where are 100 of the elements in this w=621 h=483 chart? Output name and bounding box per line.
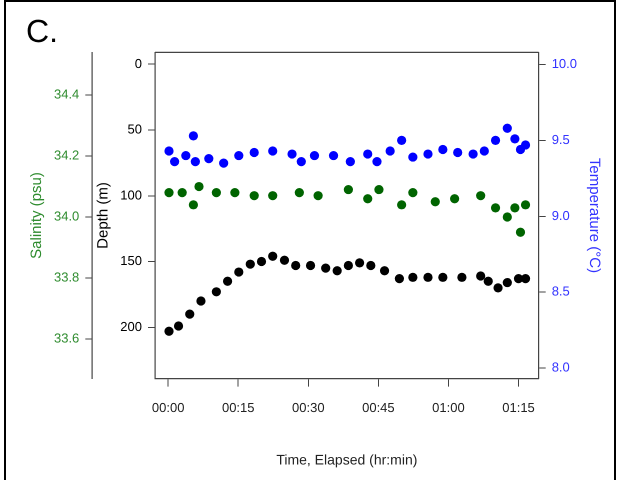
point — [355, 258, 364, 268]
point — [178, 188, 187, 198]
y2-tick-label: 10.0 — [552, 56, 578, 72]
point — [520, 200, 530, 210]
point — [294, 188, 304, 198]
point — [164, 326, 174, 336]
point — [212, 287, 221, 296]
y-tick-label: 0 — [134, 56, 142, 71]
point — [230, 188, 240, 198]
point — [468, 149, 478, 159]
point — [164, 146, 174, 156]
x-tick-label: 01:00 — [432, 400, 465, 415]
point — [502, 278, 512, 288]
y3-tick-label: 33.8 — [54, 270, 80, 285]
point — [190, 157, 200, 166]
point — [332, 266, 342, 276]
point — [256, 256, 266, 266]
point — [480, 146, 489, 156]
point — [306, 260, 316, 270]
point — [250, 191, 259, 200]
point — [438, 144, 448, 154]
point — [380, 266, 390, 276]
point — [510, 134, 520, 144]
point — [490, 136, 500, 145]
y-axis-title: Depth (m) — [94, 182, 112, 249]
point — [490, 203, 500, 212]
point — [450, 194, 460, 204]
point — [430, 197, 440, 206]
y-tick-label: 200 — [120, 318, 142, 334]
point — [386, 146, 395, 156]
x-tick-label: 00:00 — [152, 400, 184, 415]
point — [287, 149, 297, 159]
point — [181, 150, 190, 160]
y3-axis-title: Salinity (psu) — [28, 172, 46, 259]
y2-tick-label: 8.0 — [552, 360, 570, 375]
point — [493, 283, 503, 292]
y2-tick-label: 9.0 — [552, 208, 570, 223]
point — [196, 296, 206, 306]
y3-tick-label: 34.2 — [54, 148, 80, 163]
point — [194, 182, 204, 192]
point — [346, 157, 355, 166]
point — [363, 149, 372, 159]
y-tick-label: 50 — [128, 122, 142, 137]
point — [438, 272, 448, 282]
point — [408, 188, 418, 198]
y-tick-label: 100 — [120, 187, 142, 202]
point — [174, 321, 184, 331]
point — [314, 191, 323, 200]
point — [291, 260, 300, 270]
point — [170, 157, 180, 166]
point — [502, 124, 512, 133]
y2-axis-title: Temperature (°C) — [586, 158, 603, 274]
point — [296, 157, 306, 166]
point — [344, 184, 353, 194]
point — [372, 157, 382, 166]
point — [268, 191, 278, 200]
point — [234, 150, 244, 160]
point — [520, 140, 530, 150]
point — [510, 203, 520, 212]
x-tick-label: 00:15 — [222, 400, 255, 415]
chart-title: C. — [26, 13, 58, 50]
y-tick-label: 150 — [120, 253, 142, 268]
x-tick-label: 00:45 — [362, 400, 395, 415]
point — [328, 150, 338, 160]
y2-tick-label: 9.5 — [552, 132, 570, 147]
x-axis-title: Time, Elapsed (hr:min) — [276, 451, 418, 468]
point — [397, 200, 406, 210]
point — [423, 272, 433, 282]
point — [219, 158, 228, 168]
point — [476, 271, 486, 281]
point — [397, 136, 406, 145]
point — [408, 152, 418, 162]
point — [363, 194, 372, 204]
point — [502, 212, 512, 222]
point — [246, 260, 255, 269]
point — [374, 184, 384, 194]
point — [516, 228, 526, 237]
y3-tick-label: 34.4 — [54, 86, 80, 102]
point — [204, 154, 214, 164]
point — [188, 131, 198, 140]
point — [321, 264, 330, 273]
point — [423, 149, 433, 159]
y3-tick-label: 34.0 — [54, 208, 80, 224]
point — [484, 276, 493, 286]
point — [164, 188, 174, 198]
point — [457, 272, 466, 282]
point — [268, 252, 278, 261]
point — [250, 148, 259, 158]
point — [280, 256, 290, 265]
point — [344, 260, 353, 270]
point — [310, 150, 320, 160]
point — [212, 188, 221, 198]
point — [188, 200, 198, 210]
point — [394, 274, 404, 284]
point — [234, 267, 244, 277]
point — [453, 148, 462, 158]
point — [268, 146, 278, 156]
x-tick-label: 00:30 — [292, 400, 325, 415]
point — [185, 310, 194, 319]
point — [408, 272, 418, 282]
